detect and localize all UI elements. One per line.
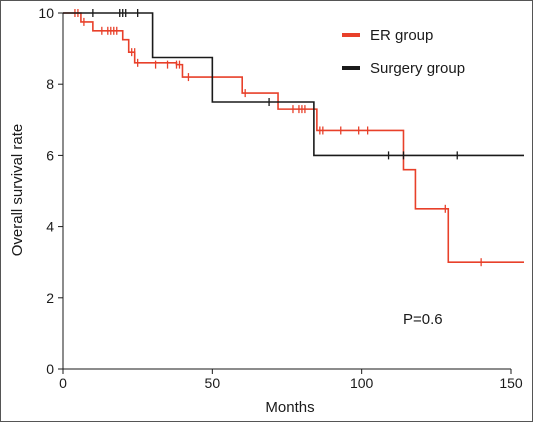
y-tick-label: 0 (46, 361, 54, 377)
y-tick-label: 10 (38, 5, 54, 21)
legend: ER group Surgery group (342, 27, 465, 77)
y-tick-label: 8 (46, 76, 54, 92)
y-tick-label: 4 (46, 219, 54, 235)
y-tick-label: 6 (46, 147, 54, 163)
p-value-annotation: P=0.6 (403, 311, 443, 328)
surgery-group-series (63, 9, 524, 160)
x-tick-label: 100 (350, 375, 374, 391)
x-tick-label: 150 (499, 375, 523, 391)
er-group-series (63, 9, 524, 267)
er-group-legend-label: ER group (370, 27, 433, 44)
surgery-group-line (63, 12, 524, 157)
x-tick-label: 50 (205, 375, 221, 391)
y-axis-label: Overall survival rate (9, 124, 26, 257)
y-tick-label: 2 (46, 290, 54, 306)
x-tick-label: 0 (59, 375, 67, 391)
surgery-group-legend-label: Surgery group (370, 60, 465, 77)
plot-area (63, 9, 524, 267)
x-axis-label: Months (265, 399, 314, 416)
